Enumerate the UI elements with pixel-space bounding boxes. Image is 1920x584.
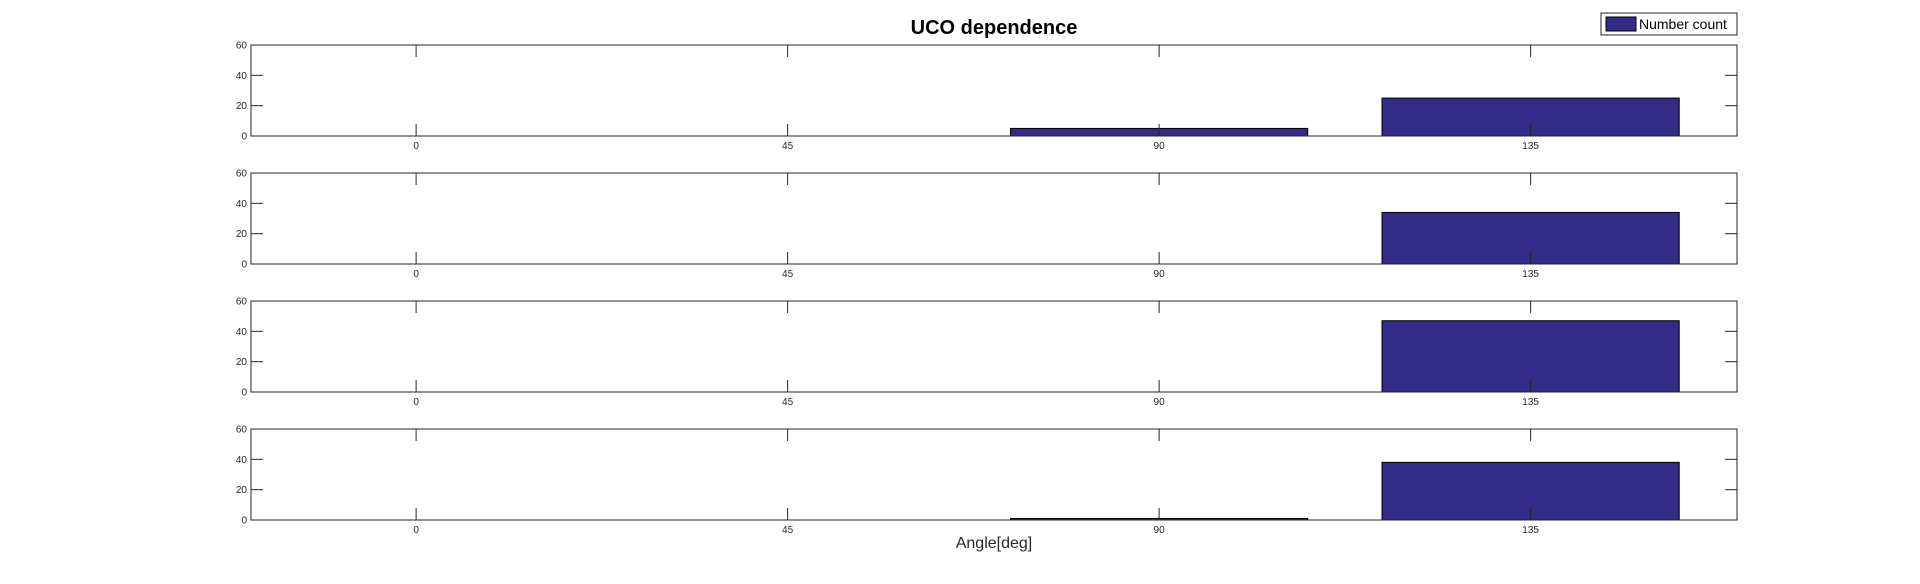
x-tick-label: 135 bbox=[1522, 141, 1539, 152]
axes-box-3 bbox=[250, 300, 1738, 393]
legend-swatch bbox=[1605, 16, 1637, 32]
y-tick-label: 0 bbox=[241, 516, 247, 527]
x-tick-label: 0 bbox=[413, 525, 419, 536]
y-tick-label: 0 bbox=[241, 388, 247, 399]
subplot-4: 0 45 90 135 0 20 40 60 bbox=[236, 425, 1738, 536]
y-tick-label: 0 bbox=[241, 132, 247, 143]
x-tick-label: 90 bbox=[1154, 269, 1166, 280]
y-tick-label: 40 bbox=[236, 327, 248, 338]
y-tick-label: 20 bbox=[236, 357, 248, 368]
y-tick-label: 40 bbox=[236, 71, 248, 82]
x-tick-label: 90 bbox=[1154, 397, 1166, 408]
axes-box-1 bbox=[250, 44, 1738, 137]
x-tick-label: 45 bbox=[782, 141, 794, 152]
x-tick-label: 0 bbox=[413, 397, 419, 408]
subplots-group: 0 45 90 135 0 20 40 60 0 45 90 135 0 20 40 60 0 45 90 135 0 2… bbox=[236, 41, 1738, 536]
x-tick-label: 0 bbox=[413, 141, 419, 152]
subplot-2: 0 45 90 135 0 20 40 60 bbox=[236, 169, 1738, 280]
x-tick-label: 45 bbox=[782, 525, 794, 536]
y-tick-label: 20 bbox=[236, 101, 248, 112]
y-tick-label: 40 bbox=[236, 455, 248, 466]
x-tick-label: 135 bbox=[1522, 269, 1539, 280]
y-tick-label: 60 bbox=[236, 425, 248, 436]
legend-label: Number count bbox=[1639, 16, 1727, 32]
y-tick-label: 40 bbox=[236, 199, 248, 210]
y-tick-label: 20 bbox=[236, 485, 248, 496]
legend: Number count bbox=[1600, 12, 1738, 36]
y-tick-label: 60 bbox=[236, 297, 248, 308]
x-tick-label: 135 bbox=[1522, 397, 1539, 408]
y-tick-label: 60 bbox=[236, 169, 248, 180]
axes-box-4 bbox=[250, 428, 1738, 521]
x-tick-label: 45 bbox=[782, 269, 794, 280]
y-tick-label: 0 bbox=[241, 260, 247, 271]
chart-title: UCO dependence bbox=[911, 17, 1078, 39]
y-tick-label: 20 bbox=[236, 229, 248, 240]
x-tick-label: 90 bbox=[1154, 141, 1166, 152]
y-tick-label: 60 bbox=[236, 41, 248, 52]
subplot-3: 0 45 90 135 0 20 40 60 bbox=[236, 297, 1738, 408]
x-tick-label: 0 bbox=[413, 269, 419, 280]
axes-box-2 bbox=[250, 172, 1738, 265]
x-tick-label: 135 bbox=[1522, 525, 1539, 536]
x-tick-label: 90 bbox=[1154, 525, 1166, 536]
x-tick-label: 45 bbox=[782, 397, 794, 408]
subplot-1: 0 45 90 135 0 20 40 60 bbox=[236, 41, 1738, 152]
x-axis-label: Angle[deg] bbox=[956, 535, 1033, 552]
